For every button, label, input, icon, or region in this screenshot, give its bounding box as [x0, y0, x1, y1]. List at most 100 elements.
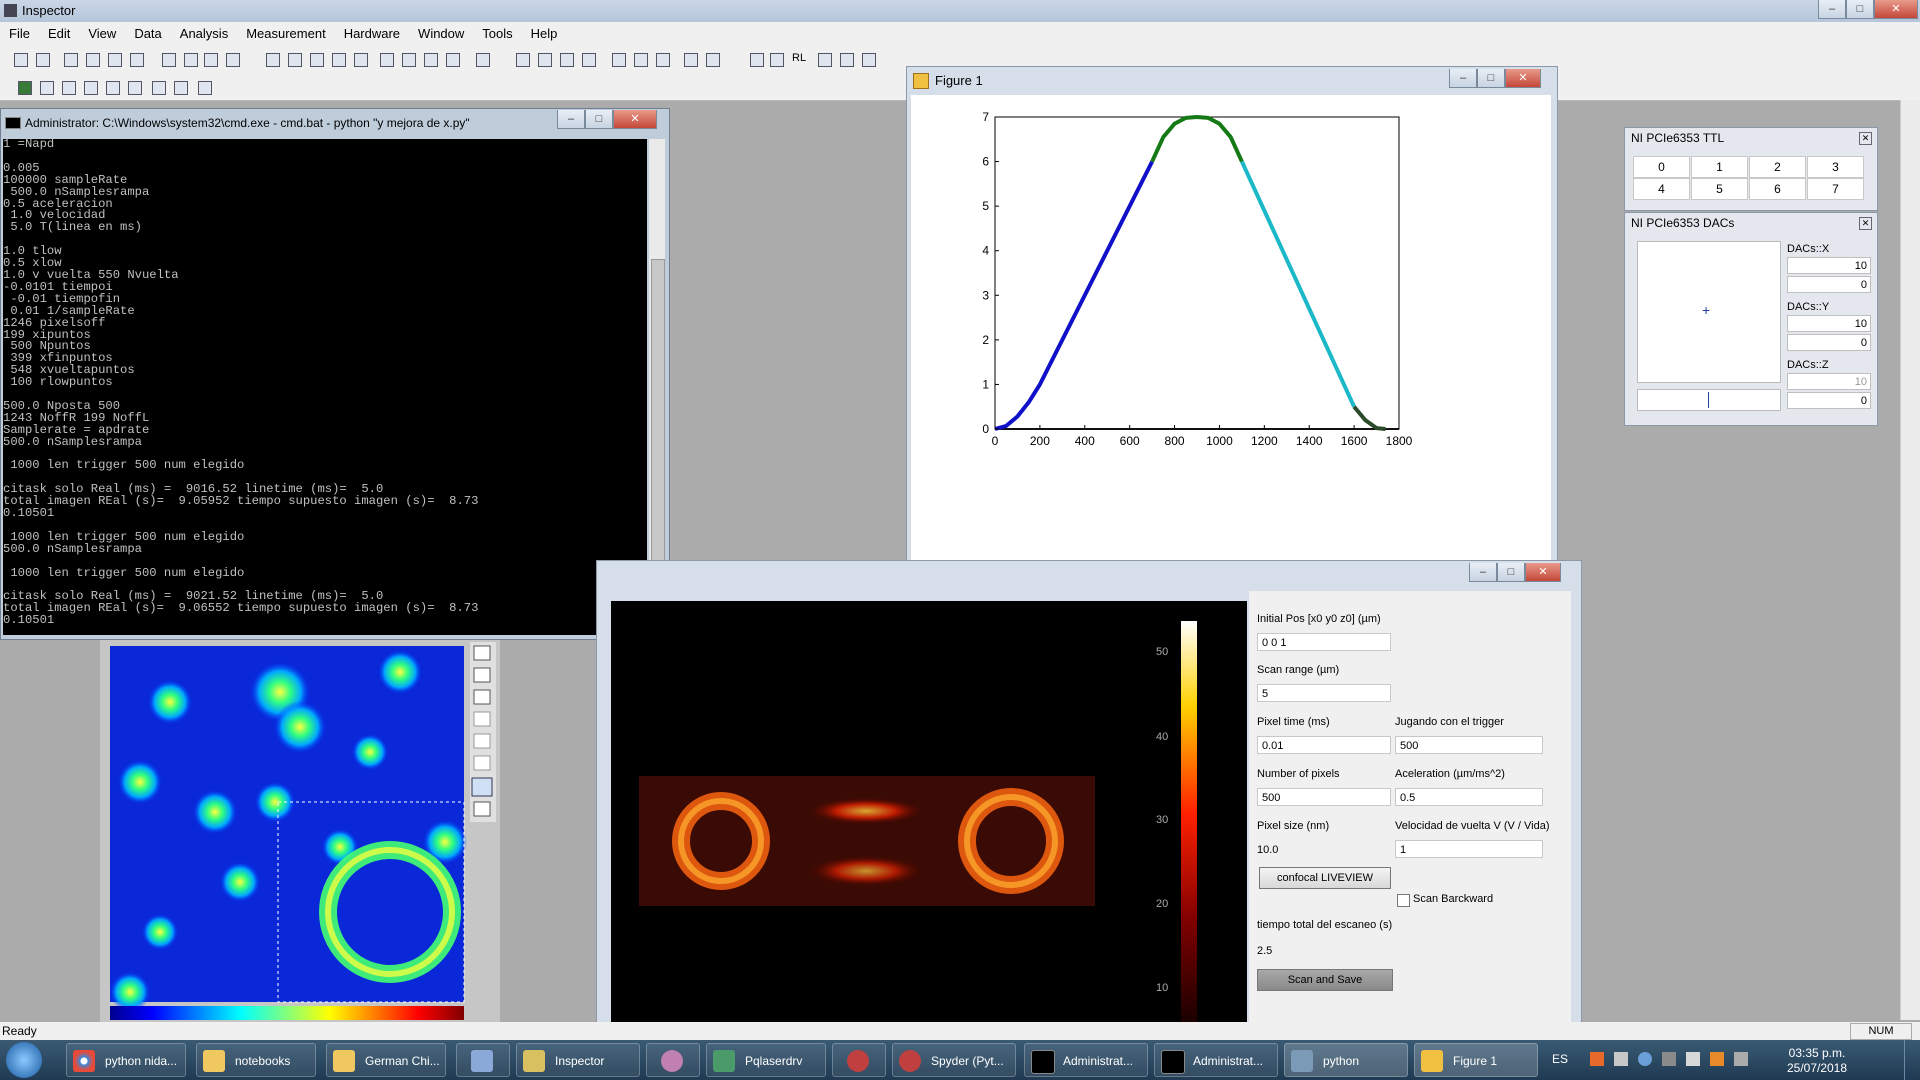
dac-x-max-field[interactable]: 10 — [1787, 257, 1871, 274]
align-right-icon[interactable] — [654, 51, 670, 67]
arrow-icon[interactable] — [378, 51, 394, 67]
confocal-image-view[interactable]: 50 40 30 20 10 — [611, 601, 1247, 1049]
window-stack-icon[interactable] — [514, 51, 530, 67]
zoom-fit-icon[interactable] — [330, 51, 346, 67]
chart-icon[interactable] — [444, 51, 460, 67]
bell-icon[interactable] — [172, 79, 188, 95]
language-indicator[interactable]: ES — [1552, 1052, 1569, 1066]
scan-and-save-button[interactable]: Scan and Save — [1257, 969, 1393, 991]
trigger-input[interactable]: 500 — [1395, 736, 1543, 754]
figure1-maximize-button[interactable]: □ — [1477, 69, 1505, 88]
clock-time[interactable]: 03:35 p.m. — [1788, 1046, 1846, 1060]
accel-input[interactable]: 0.5 — [1395, 788, 1543, 806]
window-icon[interactable] — [128, 51, 144, 67]
network-icon[interactable] — [150, 79, 166, 95]
clock-date[interactable]: 25/07/2018 — [1786, 1061, 1848, 1075]
roi-icon[interactable] — [473, 801, 491, 817]
tray-app-icon[interactable] — [1590, 1052, 1604, 1066]
menu-hardware[interactable]: Hardware — [343, 25, 401, 41]
menu-file[interactable]: File — [9, 25, 30, 41]
ttl-button-5[interactable]: 5 — [1691, 178, 1748, 200]
menu-measurement[interactable]: Measurement — [246, 25, 326, 41]
ttl-button-6[interactable]: 6 — [1749, 178, 1806, 200]
cmd-minimize-button[interactable]: – — [557, 110, 585, 129]
timer-icon[interactable] — [82, 79, 98, 95]
tools-icon[interactable] — [580, 51, 596, 67]
ttl-button-4[interactable]: 4 — [1633, 178, 1690, 200]
cmd-close-button[interactable]: ✕ — [613, 110, 657, 129]
cmd-scrollbar[interactable] — [649, 139, 665, 635]
align-right-icon[interactable] — [473, 755, 491, 771]
rl-button[interactable]: RL — [792, 52, 807, 64]
pixel-time-input[interactable]: 0.01 — [1257, 736, 1391, 754]
menu-data[interactable]: Data — [134, 25, 162, 41]
network-icon[interactable] — [1662, 1052, 1676, 1066]
block-icon[interactable] — [860, 51, 876, 67]
figure1-close-button[interactable]: ✕ — [1505, 69, 1541, 88]
pause-icon[interactable] — [38, 79, 54, 95]
show-desktop-button[interactable] — [1904, 1040, 1920, 1080]
cmd-console-output[interactable]: 1 =Napd 0.005 100000 sampleRate 500.0 nSa… — [3, 139, 647, 635]
frame-dropdown-icon[interactable] — [704, 51, 720, 67]
taskbar-item-figure1[interactable]: Figure 1 — [1414, 1043, 1538, 1077]
taskbar-item-pqlaserdrv[interactable]: Pqlaserdrv — [706, 1043, 826, 1077]
taskbar-item-german-chi[interactable]: German Chi... — [326, 1043, 446, 1077]
ttl-close-icon[interactable]: ✕ — [1859, 132, 1872, 145]
taskbar-item-administrator-1[interactable]: Administrat... — [1024, 1043, 1148, 1077]
run-icon[interactable] — [16, 79, 32, 95]
dacs-close-icon[interactable]: ✕ — [1859, 217, 1872, 230]
dac-y-min-field[interactable]: 0 — [1787, 334, 1871, 351]
new-icon[interactable] — [12, 51, 28, 67]
cmd-scroll-thumb[interactable] — [651, 259, 665, 561]
paste-icon[interactable] — [473, 667, 491, 683]
scatter-icon[interactable] — [768, 51, 784, 67]
taskbar-item-spyder[interactable]: Spyder (Pyt... — [892, 1043, 1016, 1077]
flag-icon[interactable] — [1614, 1052, 1628, 1066]
taskbar-item-administrator-2[interactable]: Administrat... — [1154, 1043, 1278, 1077]
tools-icon[interactable] — [473, 689, 491, 705]
print-icon[interactable] — [160, 51, 176, 67]
grid-icon[interactable] — [422, 51, 438, 67]
window-tile-icon[interactable] — [536, 51, 552, 67]
cut-icon[interactable] — [182, 51, 198, 67]
paste-icon[interactable] — [224, 51, 240, 67]
ttl-button-3[interactable]: 3 — [1807, 156, 1864, 178]
copy-icon[interactable] — [202, 51, 218, 67]
save-icon[interactable] — [84, 51, 100, 67]
bar-chart-icon[interactable] — [748, 51, 764, 67]
taskbar-item-web[interactable] — [832, 1043, 886, 1077]
taskbar-item-python[interactable]: python — [1284, 1043, 1408, 1077]
copy-icon[interactable] — [473, 645, 491, 661]
figure1-minimize-button[interactable]: – — [1449, 69, 1477, 88]
play-step-icon[interactable] — [816, 51, 832, 67]
app-maximize-button[interactable]: □ — [1846, 0, 1874, 19]
start-button[interactable] — [6, 1042, 42, 1078]
menu-edit[interactable]: Edit — [47, 25, 71, 41]
frame-icon[interactable] — [471, 777, 493, 797]
scan-close-button[interactable]: ✕ — [1525, 563, 1561, 582]
initial-pos-input[interactable]: 0 0 1 — [1257, 633, 1391, 651]
scan-backward-checkbox[interactable] — [1397, 894, 1410, 907]
menu-help[interactable]: Help — [530, 25, 558, 41]
taskbar-item-inspector[interactable]: Inspector — [516, 1043, 640, 1077]
main-scrollbar[interactable] — [1900, 100, 1920, 1020]
line-tool-icon[interactable] — [400, 51, 416, 67]
menu-tools[interactable]: Tools — [482, 25, 513, 41]
ttl-button-2[interactable]: 2 — [1749, 156, 1806, 178]
align-icon[interactable] — [610, 51, 626, 67]
taskbar-item-notebooks[interactable]: notebooks — [196, 1043, 316, 1077]
z-position-slider[interactable] — [1637, 389, 1781, 411]
volume-icon[interactable] — [1686, 1052, 1700, 1066]
dac-z-min-field[interactable]: 0 — [1787, 392, 1871, 409]
tray-window-icon[interactable] — [1734, 1052, 1748, 1066]
align-center-icon[interactable] — [632, 51, 648, 67]
z-slider-handle[interactable] — [1708, 392, 1709, 408]
taskbar-item-app[interactable] — [646, 1043, 700, 1077]
zoom-in-icon[interactable] — [286, 51, 302, 67]
frame-icon[interactable] — [682, 51, 698, 67]
velocity-input[interactable]: 1 — [1395, 840, 1543, 858]
tray-sync-icon[interactable] — [1638, 1052, 1652, 1066]
new-document-icon[interactable] — [34, 51, 50, 67]
dac-z-max-field[interactable]: 10 — [1787, 373, 1871, 390]
figure1-canvas[interactable]: 0 200 400 600 800 1000 1200 1400 1600 1800 0 1 2 3 4 5 6… — [911, 95, 1551, 565]
